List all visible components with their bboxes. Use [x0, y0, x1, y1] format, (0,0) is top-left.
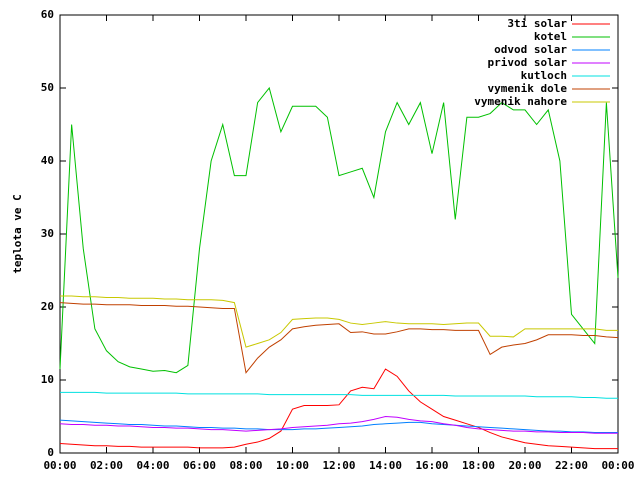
- x-tick-label: 02:00: [90, 459, 123, 472]
- series-line: [59, 419, 618, 434]
- series-line: [59, 368, 618, 450]
- x-tick-label: 20:00: [508, 459, 541, 472]
- series-line: [60, 391, 618, 399]
- y-tick-label: 20: [41, 300, 54, 313]
- legend-label: vymenik nahore: [474, 95, 567, 108]
- legend-label: privod solar: [488, 56, 568, 69]
- x-tick-label: 04:00: [136, 459, 169, 472]
- x-tick-label: 08:00: [229, 459, 262, 472]
- legend-label: odvod solar: [494, 43, 567, 56]
- series-line: [59, 86, 619, 374]
- x-tick-label: 12:00: [322, 459, 355, 472]
- series-line: [59, 415, 618, 434]
- y-tick-label: 0: [47, 446, 54, 459]
- x-tick-label: 10:00: [276, 459, 309, 472]
- x-tick-label: 14:00: [369, 459, 402, 472]
- x-tick-label: 00:00: [601, 459, 634, 472]
- x-tick-label: 16:00: [415, 459, 448, 472]
- y-tick-label: 10: [41, 373, 54, 386]
- y-tick-label: 60: [41, 8, 54, 21]
- legend-label: kotel: [534, 30, 567, 43]
- legend-label: kutloch: [521, 69, 567, 82]
- y-tick-label: 50: [41, 81, 54, 94]
- y-tick-label: 30: [41, 227, 54, 240]
- x-tick-label: 18:00: [462, 459, 495, 472]
- series-line: [59, 302, 619, 374]
- x-tick-label: 22:00: [555, 459, 588, 472]
- series-line: [60, 295, 618, 348]
- legend-label: 3ti solar: [507, 17, 567, 30]
- x-tick-label: 06:00: [183, 459, 216, 472]
- y-axis-label: teplota ve C: [11, 194, 24, 273]
- x-tick-label: 00:00: [43, 459, 76, 472]
- y-tick-label: 40: [41, 154, 54, 167]
- legend-label: vymenik dole: [488, 82, 568, 95]
